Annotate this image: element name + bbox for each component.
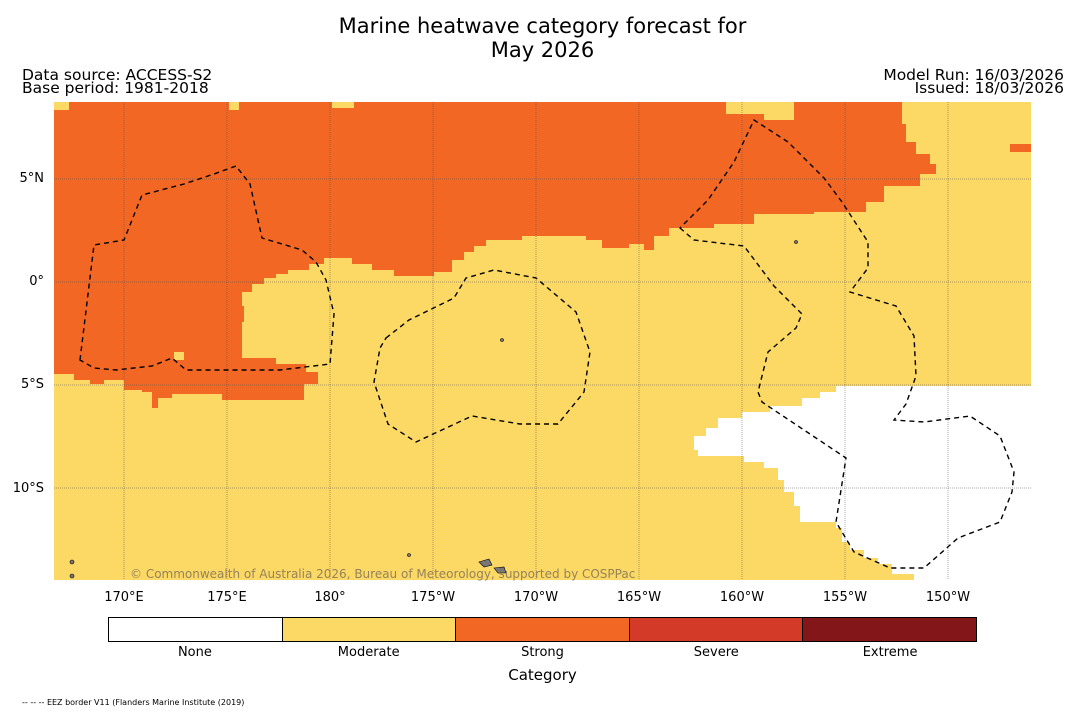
colorbar-swatch-moderate	[282, 618, 457, 641]
lat-label: 0°	[29, 274, 44, 289]
data-source: Data source: ACCESS-S2	[22, 66, 213, 84]
lat-label: 5°N	[19, 171, 45, 186]
colorbar-swatch-none	[109, 618, 283, 641]
lon-label: 160°W	[719, 590, 765, 605]
colorbar-swatch-extreme	[803, 618, 976, 641]
graticule	[54, 102, 1031, 580]
eez-borders	[79, 118, 1015, 569]
category-label-extreme: Extreme	[862, 645, 918, 660]
issued-date: Issued: 18/03/2026	[914, 79, 1064, 97]
eez-footnote: -- -- -- EEZ border V11 (Flanders Marine…	[22, 698, 245, 707]
colorbar-labels: None Moderate Strong Severe Extreme	[108, 645, 977, 660]
islands	[69, 240, 798, 579]
info-left: Data source: ACCESS-S2 Base period: 1981…	[22, 66, 213, 97]
model-run: Model Run: 16/03/2026	[883, 66, 1064, 84]
island	[478, 558, 493, 568]
heatwave-map	[54, 102, 1031, 580]
strong-patch-east	[1010, 144, 1031, 152]
colorbar-title: Category	[508, 666, 577, 684]
strong-region	[54, 102, 936, 408]
lon-label: 155°W	[822, 590, 868, 605]
island	[493, 566, 507, 574]
colorbar-swatch-severe	[629, 618, 804, 641]
map-title: Marine heatwave category forecast for Ma…	[0, 14, 1085, 62]
title-line-1: Marine heatwave category forecast for	[338, 14, 747, 38]
colorbar-swatch-strong	[456, 618, 630, 641]
info-right: Model Run: 16/03/2026 Issued: 18/03/2026	[883, 66, 1064, 97]
category-label-moderate: Moderate	[337, 645, 400, 660]
moderate-spot	[54, 102, 69, 110]
island	[500, 338, 504, 342]
category-label-severe: Severe	[693, 645, 739, 660]
lon-label: 165°W	[616, 590, 662, 605]
lat-label: 10°S	[12, 481, 44, 496]
island	[69, 559, 75, 565]
colorbar	[108, 617, 977, 642]
island	[407, 553, 411, 557]
lon-label: 175°W	[410, 590, 456, 605]
lon-label: 175°E	[207, 590, 247, 605]
moderate-spot	[174, 352, 184, 360]
base-period: Base period: 1981-2018	[22, 79, 209, 97]
copyright-notice: © Commonwealth of Australia 2026, Bureau…	[130, 567, 636, 581]
none-region	[694, 386, 1031, 580]
island	[794, 240, 798, 244]
category-label-none: None	[177, 645, 212, 660]
title-line-2: May 2026	[490, 38, 595, 62]
lon-label: 170°W	[513, 590, 559, 605]
island	[69, 573, 75, 579]
lat-label: 5°S	[20, 377, 44, 392]
lon-label: 180°	[314, 590, 346, 605]
lon-label: 170°E	[104, 590, 144, 605]
lon-label: 150°W	[925, 590, 971, 605]
category-label-strong: Strong	[521, 645, 564, 660]
